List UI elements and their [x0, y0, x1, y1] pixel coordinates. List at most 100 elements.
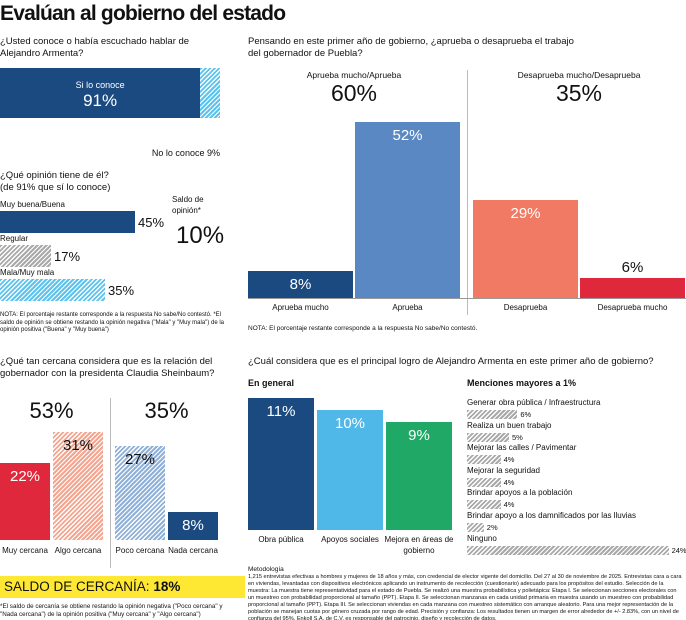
category-label: Mejorar las calles / Pavimentar	[467, 443, 577, 453]
category-label: Desaprueba mucho	[597, 303, 668, 312]
category-label: Ninguno	[467, 533, 497, 543]
category-label: Algo cercana	[54, 546, 102, 555]
segment-label: No lo conoce	[151, 148, 205, 158]
category-label: Obra pública	[258, 535, 304, 544]
category-label: Realiza un buen trabajo	[467, 420, 552, 430]
bar	[317, 410, 383, 530]
bar	[467, 410, 518, 419]
bar	[473, 199, 578, 298]
value-label: 4%	[503, 455, 515, 465]
category-label: Aprueba	[392, 303, 423, 312]
bar	[580, 277, 685, 298]
value-label: 8%	[289, 275, 312, 293]
group-total: 35%	[555, 80, 603, 106]
bar	[467, 500, 501, 510]
question-sub: (de 91% que sí lo conoce)	[0, 182, 111, 193]
bar	[0, 245, 51, 267]
bar	[248, 398, 314, 530]
question: ¿Qué tan cercana considera que es la rel…	[0, 356, 215, 379]
value-label: 52%	[392, 127, 423, 145]
category-label: Regular	[0, 234, 29, 243]
bar	[467, 455, 501, 465]
bar	[168, 512, 218, 540]
bar	[0, 463, 50, 540]
divider	[110, 398, 111, 568]
value-label: 6%	[520, 410, 532, 419]
category-label: Mejorar la seguridad	[467, 465, 540, 475]
balance-value: 18%	[153, 579, 181, 594]
category-label: Brindar apoyo a los damnificados por las…	[467, 511, 636, 520]
value-label: 17%	[54, 249, 81, 264]
bar	[0, 211, 135, 233]
group-total: 60%	[330, 80, 378, 106]
value-label: 22%	[9, 468, 41, 486]
category-label: Aprueba mucho	[272, 303, 329, 312]
annotation-label: Saldo de opinión*	[172, 195, 204, 215]
note: NOTA: El porcentaje restante corresponde…	[0, 312, 224, 333]
segment-caption: No lo conoce 9%	[152, 148, 220, 158]
baseline	[248, 298, 686, 299]
value-label: 6%	[621, 258, 644, 276]
balance-box: SALDO DE CERCANÍA: 18%	[0, 576, 245, 598]
category-label: Apoyos sociales	[321, 535, 379, 544]
category-label: Brindar apoyos a la población	[467, 488, 573, 498]
bar-segment	[0, 68, 201, 118]
category-label: Mejora en áreas de gobierno	[384, 535, 454, 555]
value-label: 24%	[671, 545, 686, 555]
segment-label: Si lo conoce	[75, 80, 125, 90]
bar	[467, 477, 501, 487]
value-label: 9%	[408, 427, 430, 444]
segment-value: 9%	[206, 148, 220, 158]
value-label: 45%	[138, 215, 165, 230]
bar	[115, 446, 165, 540]
category-label: Nada cercana	[168, 546, 218, 555]
section-label: En general	[248, 378, 295, 388]
value-label: 31%	[62, 437, 94, 455]
question: Pensando en este primer año de gobierno,…	[248, 36, 574, 59]
section-label: Menciones mayores a 1%	[467, 378, 577, 388]
bar	[355, 122, 460, 298]
bar	[467, 432, 509, 442]
category-label: Mala/Muy mala	[0, 268, 55, 277]
value-label: 5%	[512, 432, 523, 442]
annotation-value: 10%	[176, 222, 225, 249]
page-title: Evalúan al gobierno del estado	[0, 2, 286, 25]
value-label: 8%	[182, 517, 204, 535]
bar	[467, 523, 484, 532]
bar-segment	[200, 68, 220, 118]
bar	[248, 270, 353, 298]
group-label: Aprueba mucho/Aprueba	[306, 70, 402, 80]
category-label: Generar obra pública / Infraestructura	[467, 398, 601, 407]
value-label: 4%	[503, 500, 515, 510]
bar	[386, 422, 452, 530]
question: ¿Usted conoce o había escuchado hablar d…	[0, 36, 190, 59]
divider	[467, 70, 468, 315]
value-label: 27%	[124, 451, 156, 469]
bar	[467, 545, 669, 555]
value-label: 10%	[334, 415, 366, 432]
category-label: Desaprueba	[503, 303, 548, 312]
separator	[235, 36, 236, 611]
group-total: 53%	[29, 398, 74, 423]
balance-label: SALDO DE CERCANÍA:	[4, 579, 150, 594]
value-label: 29%	[510, 204, 541, 222]
value-label: 2%	[486, 523, 498, 532]
question: ¿Cuál considera que es el principal logr…	[248, 356, 654, 367]
value-label: 35%	[108, 283, 135, 298]
methodology-text: 1,215 entrevistas efectivas a hombres y …	[248, 574, 682, 620]
note: NOTA: El porcentaje restante corresponde…	[248, 325, 478, 332]
bar	[0, 279, 105, 301]
note: *El saldo de cercanía se obtiene restand…	[0, 603, 223, 618]
category-label: Poco cercana	[115, 546, 165, 555]
value-label: 4%	[503, 477, 515, 487]
category-label: Muy buena/Buena	[0, 200, 65, 209]
question: ¿Qué opinión tiene de él?	[0, 170, 109, 181]
methodology-title: Metodología	[248, 566, 284, 573]
value-label: 11%	[266, 403, 296, 420]
category-label: Muy cercana	[2, 546, 48, 555]
group-total: 35%	[144, 398, 189, 423]
segment-value: 91%	[83, 91, 118, 110]
bar	[53, 432, 103, 540]
group-label: Desaprueba mucho/Desaprueba	[517, 70, 641, 80]
